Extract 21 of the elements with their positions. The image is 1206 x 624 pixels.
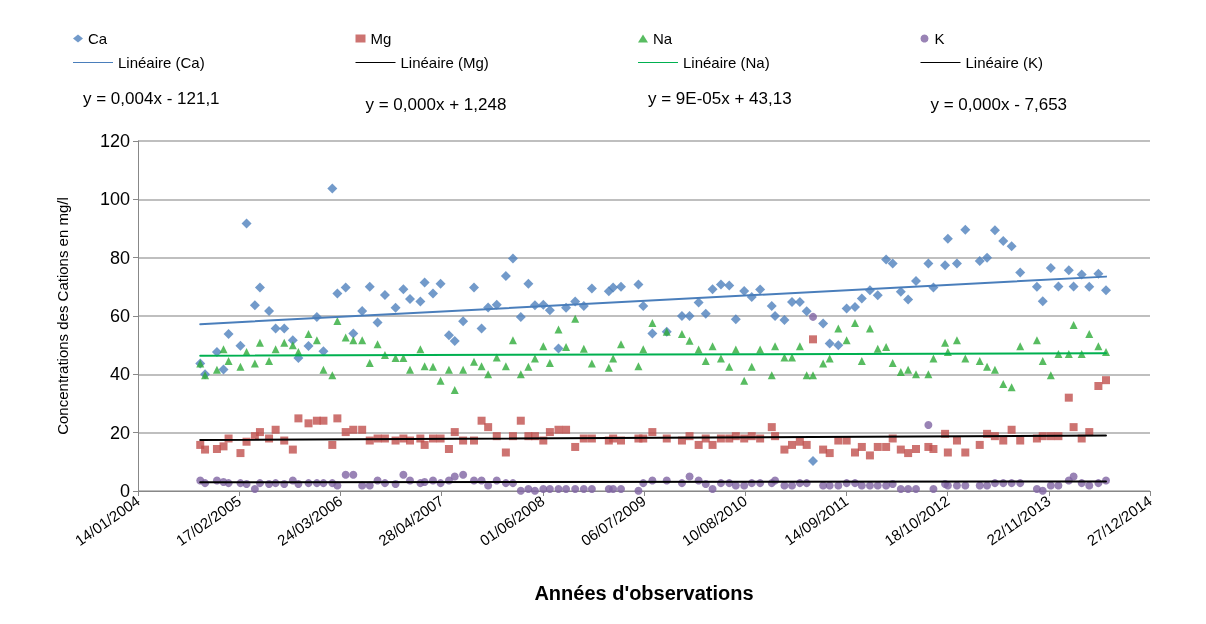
x-axis-title: Années d'observations xyxy=(534,582,754,604)
y-tick-label: 80 xyxy=(109,247,130,268)
y-tick-label: 0 xyxy=(119,481,130,501)
legend-label: Linéaire (Na) xyxy=(683,54,770,71)
y-tick-label: 120 xyxy=(99,131,130,151)
y-tick-label: 40 xyxy=(109,364,130,385)
legend-label: Na xyxy=(653,30,673,47)
legend-label: Linéaire (Mg) xyxy=(400,54,489,71)
text: y = 0,004x - 121,1 xyxy=(83,89,220,108)
text: y = 0,000x + 1,248 xyxy=(365,95,507,114)
y-tick-label: 100 xyxy=(99,189,130,210)
legend-label: Mg xyxy=(370,30,392,47)
legend-label: Linéaire (Ca) xyxy=(118,54,205,71)
legend-label: Linéaire (K) xyxy=(965,54,1044,71)
text: y = 0,000x - 7,653 xyxy=(930,95,1068,114)
text: y = 9E-05x + 43,13 xyxy=(648,89,792,108)
legend-label: Ca xyxy=(88,30,108,47)
y-axis-title: Concentrations des Cations en mg/l xyxy=(54,197,71,435)
y-tick-label: 20 xyxy=(109,422,130,443)
legend-label: K xyxy=(934,30,945,47)
y-tick-label: 60 xyxy=(109,306,130,326)
